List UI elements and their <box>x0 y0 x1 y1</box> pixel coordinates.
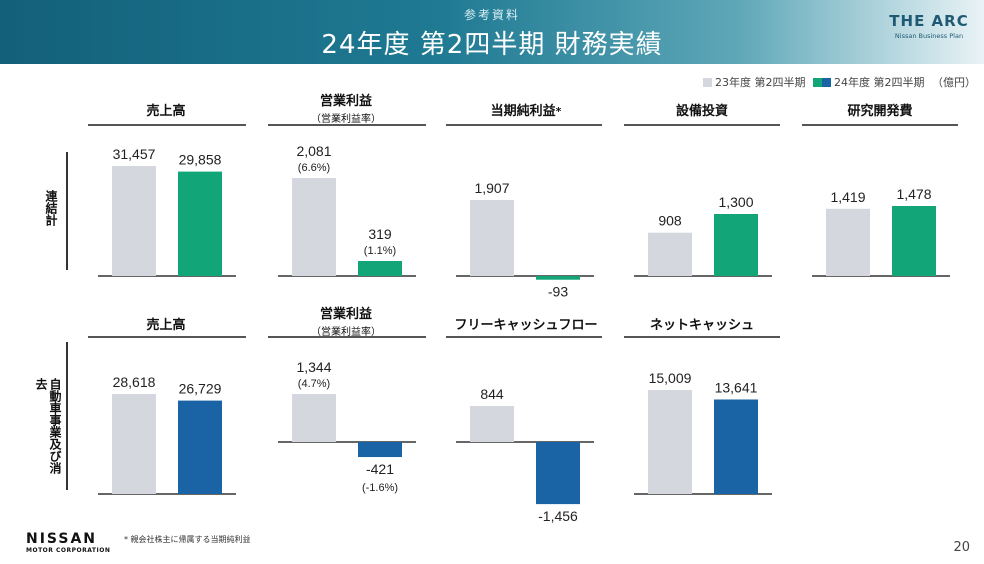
data-label: 1,478 <box>896 186 931 202</box>
legend-unit: （億円） <box>932 76 976 89</box>
bar-prior <box>648 390 692 494</box>
data-label: 28,618 <box>113 374 156 390</box>
data-label: 2,081 <box>296 143 331 159</box>
logo-main-text: THE ARC <box>889 12 969 30</box>
bar-current <box>714 214 758 276</box>
data-label: 1,419 <box>830 189 865 205</box>
data-label: -93 <box>548 284 568 300</box>
chart-title-net-cash: ネットキャッシュ <box>622 314 782 333</box>
brand-corp: MOTOR CORPORATION <box>26 547 111 554</box>
chart-title-text: 営業利益 <box>319 307 372 322</box>
chart-title-text: 売上高 <box>146 104 186 119</box>
bar-prior <box>470 200 514 276</box>
data-label: 908 <box>658 213 682 229</box>
footnote: * 親会社株主に帰属する当期純利益 <box>124 535 251 544</box>
data-sublabel: (4.7%) <box>298 378 330 390</box>
page-title: 24年度 第2四半期 財務実績 <box>321 30 663 60</box>
bar-prior <box>292 394 336 442</box>
legend-swatch-green <box>813 78 822 87</box>
chart-title-text: 当期純利益 <box>490 104 556 119</box>
legend-item-current: 24年度 第2四半期 <box>813 76 925 89</box>
chart-title-underline <box>88 124 246 126</box>
data-sublabel: (1.1%) <box>364 245 396 257</box>
bar-current <box>358 260 402 276</box>
chart-title-asterisk: * <box>555 105 562 118</box>
chart-title-text: フリーキャッシュフロー <box>454 318 598 333</box>
chart-title-underline <box>446 124 602 126</box>
bar-current <box>714 399 758 494</box>
chart-title-underline <box>624 124 780 126</box>
bar-current <box>892 206 936 276</box>
logo-sub-text: Nissan Business Plan <box>894 32 964 40</box>
chart-title-free-cash-flow: フリーキャッシュフロー <box>446 314 606 333</box>
legend: 23年度 第2四半期 24年度 第2四半期 （億円） <box>699 74 976 90</box>
data-sublabel: (6.6%) <box>298 162 330 174</box>
data-label: 1,344 <box>296 359 331 375</box>
data-label: 26,729 <box>179 381 222 397</box>
bar-current <box>178 400 222 494</box>
legend-item-prior: 23年度 第2四半期 <box>703 76 806 89</box>
data-label: 1,907 <box>474 180 509 196</box>
chart-title-text: ネットキャッシュ <box>649 318 754 333</box>
nissan-logo: NISSAN MOTOR CORPORATION <box>26 531 110 554</box>
data-sublabel: (-1.6%) <box>362 482 398 494</box>
row-label-automotive: 自動車事業及び消去 <box>34 378 62 474</box>
bar-current <box>536 442 580 505</box>
chart-title-text: 設備投資 <box>675 104 728 119</box>
chart-title-capex: 設備投資 <box>622 100 782 119</box>
chart-title-sales-automotive: 売上高 <box>86 314 246 333</box>
bar-prior <box>292 178 336 276</box>
chart-title-underline <box>88 336 246 338</box>
row-1-divider <box>66 152 68 270</box>
chart-title-underline <box>624 336 780 338</box>
legend-label-current: 24年度 第2四半期 <box>834 76 925 89</box>
chart-title-underline <box>268 124 426 126</box>
bar-prior <box>470 406 514 442</box>
chart-title-rnd: 研究開発費 <box>800 100 960 119</box>
legend-swatch-blue <box>822 78 831 87</box>
chart-title-net-income: 当期純利益* <box>446 100 606 119</box>
reference-label: 参考資料 <box>463 8 520 22</box>
chart-title-text: 売上高 <box>146 318 186 333</box>
data-label: 31,457 <box>113 146 156 162</box>
chart-subtitle-text: （営業利益率） <box>311 114 381 125</box>
bar-current <box>536 276 580 280</box>
bar-prior <box>826 208 870 276</box>
data-label: 13,641 <box>715 379 758 395</box>
row-label-consolidated: 連結計 <box>44 190 58 226</box>
data-label: -1,456 <box>538 508 578 524</box>
bar-current <box>358 442 402 458</box>
chart-title-op-income-consolidated: 営業利益 （営業利益率） <box>266 90 426 125</box>
bar-prior <box>648 232 692 276</box>
bar-prior <box>112 166 156 276</box>
data-label: 1,300 <box>718 194 753 210</box>
data-label: -421 <box>366 461 394 477</box>
page-number: 20 <box>953 540 970 555</box>
data-label: 15,009 <box>649 370 692 386</box>
the-arc-logo: THE ARC Nissan Business Plan <box>888 12 970 52</box>
header-banner: 参考資料 24年度 第2四半期 財務実績 THE ARC Nissan Busi… <box>0 0 984 64</box>
brand-name: NISSAN <box>26 531 98 547</box>
bar-current <box>178 171 222 276</box>
chart-subtitle-text: （営業利益率） <box>311 327 381 338</box>
chart-title-underline <box>446 336 602 338</box>
chart-title-sales-consolidated: 売上高 <box>86 100 246 119</box>
row-2-divider <box>66 342 68 490</box>
chart-title-underline <box>268 336 426 338</box>
data-label: 29,858 <box>179 152 222 168</box>
chart-title-text: 研究開発費 <box>847 104 913 119</box>
legend-label-prior: 23年度 第2四半期 <box>715 76 806 89</box>
chart-title-op-income-automotive: 営業利益 （営業利益率） <box>266 303 426 338</box>
data-label: 319 <box>368 226 392 242</box>
legend-swatch-gray <box>703 78 712 87</box>
chart-title-text: 営業利益 <box>319 94 372 109</box>
chart-title-underline <box>802 124 958 126</box>
bar-prior <box>112 394 156 494</box>
data-label: 844 <box>480 386 504 402</box>
